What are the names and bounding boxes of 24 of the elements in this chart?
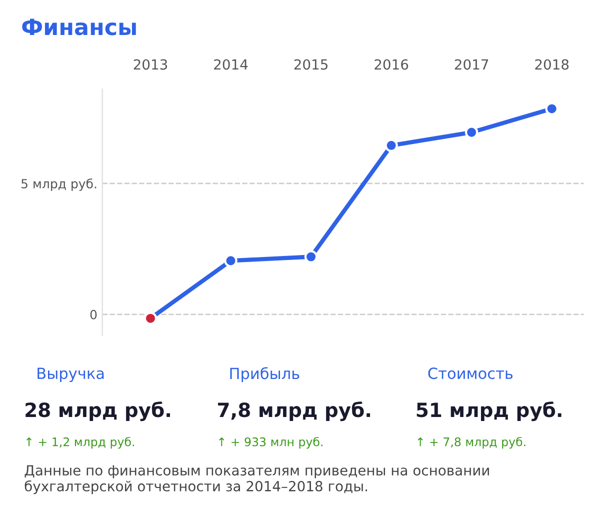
x-tick-label: 2015: [294, 59, 328, 70]
x-tick-label: 2018: [535, 59, 569, 70]
point: [304, 250, 318, 264]
text: 28 млрд руб.: [26, 402, 170, 422]
text: ↑ + 7,8 млрд руб.: [418, 436, 526, 449]
x-tick-label: 2016: [374, 59, 408, 70]
chart-title: Финансы: [22, 18, 136, 36]
text: Стоимость: [428, 368, 513, 380]
text: Прибыль: [230, 367, 300, 382]
y-tick-label: 5 млрд руб.: [22, 178, 96, 191]
point: [384, 138, 398, 152]
x-tick-label: 2014: [214, 59, 248, 70]
point: [545, 102, 558, 116]
text: 7,8 млрд руб.: [218, 402, 370, 422]
point: [464, 126, 478, 139]
text: 51 млрд руб.: [416, 402, 562, 422]
text: Выручка: [38, 368, 104, 382]
text: ↑ + 1,2 млрд руб.: [26, 436, 134, 449]
point: [224, 254, 238, 268]
text: Данные по финансовым показателям приведены на основании бухгалтерской отчетности за 2014–2018 годы.: [24, 465, 489, 494]
y-tick-label: 0: [90, 310, 97, 320]
x-tick-label: 2017: [454, 59, 488, 70]
x-tick-label: 2013: [134, 59, 168, 70]
text: ↑ + 933 млн руб.: [219, 436, 322, 449]
